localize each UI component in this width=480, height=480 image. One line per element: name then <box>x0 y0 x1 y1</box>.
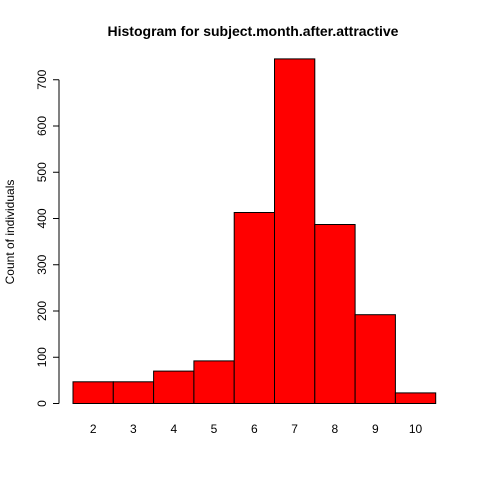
y-axis: 0 100 200 300 400 500 600 700 <box>35 69 60 407</box>
bar-4 <box>153 370 195 405</box>
x-tick-label: 10 <box>409 422 423 436</box>
y-tick-label: 400 <box>35 208 49 228</box>
y-axis-label: Count of individuals <box>3 180 17 285</box>
y-tick-label: 200 <box>35 301 49 321</box>
x-tick-label: 7 <box>291 422 298 436</box>
x-tick-label: 6 <box>251 422 258 436</box>
x-tick-label: 3 <box>130 422 137 436</box>
y-tick-label: 300 <box>35 254 49 274</box>
chart-title: Histogram for subject.month.after.attrac… <box>108 23 399 39</box>
x-tick-label: 5 <box>211 422 218 436</box>
bars-group <box>72 58 437 405</box>
y-tick-label: 100 <box>35 347 49 367</box>
bar-6 <box>233 212 275 404</box>
bar-3 <box>112 381 155 404</box>
y-tick-label: 600 <box>35 116 49 136</box>
x-tick-label: 2 <box>90 422 97 436</box>
x-axis: 2 3 4 5 6 7 8 9 10 <box>90 422 423 436</box>
bar-8 <box>314 224 356 404</box>
y-tick-label: 500 <box>35 162 49 182</box>
bar-10 <box>394 392 437 404</box>
bar-7 <box>274 58 316 405</box>
x-tick-label: 9 <box>372 422 379 436</box>
bar-9 <box>354 314 396 405</box>
x-tick-label: 4 <box>170 422 177 436</box>
y-tick-label: 700 <box>35 69 49 89</box>
y-tick-label: 0 <box>35 400 49 407</box>
bar-5 <box>193 360 235 404</box>
x-tick-label: 8 <box>332 422 339 436</box>
bar-2 <box>72 381 114 404</box>
